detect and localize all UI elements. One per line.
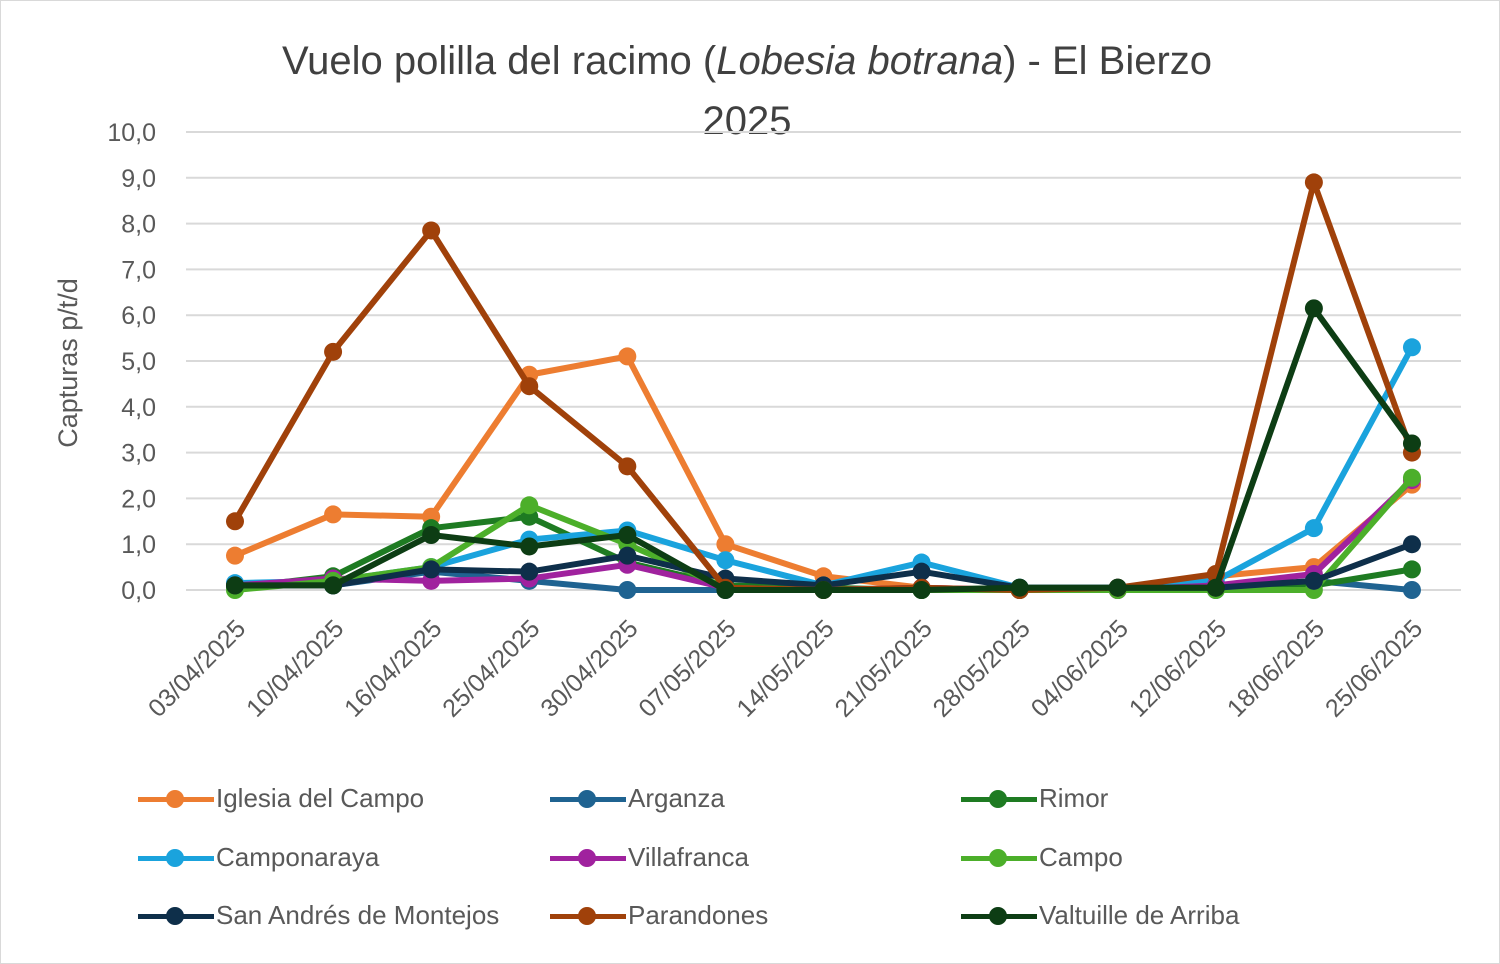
- data-point: [1402, 560, 1421, 579]
- data-point: [1402, 468, 1421, 487]
- data-point: [1010, 578, 1029, 597]
- legend-label: Campo: [1039, 842, 1123, 872]
- data-point: [1304, 299, 1323, 318]
- y-axis-label: Capturas p/t/d: [53, 278, 83, 448]
- x-tick-label: 03/04/2025: [143, 614, 251, 722]
- y-tick-label: 6,0: [121, 302, 156, 330]
- y-tick-label: 0,0: [121, 577, 156, 605]
- x-tick-label: 28/05/2025: [928, 614, 1036, 722]
- y-tick-label: 5,0: [121, 348, 156, 376]
- data-point: [912, 581, 931, 599]
- data-point: [618, 526, 637, 545]
- legend-swatch: [138, 786, 214, 812]
- data-point: [618, 581, 637, 599]
- data-point: [618, 457, 637, 476]
- data-point: [1304, 173, 1323, 192]
- legend-item: Villafranca: [550, 842, 749, 873]
- y-tick-label: 2,0: [121, 485, 156, 513]
- legend-label: Parandones: [628, 900, 769, 930]
- data-point: [618, 546, 637, 565]
- legend-swatch: [550, 845, 626, 871]
- y-tick-label: 8,0: [121, 211, 156, 239]
- series-valtuille-de-arriba: [226, 299, 1421, 599]
- data-point: [1304, 519, 1323, 538]
- legend-label: Iglesia del Campo: [216, 783, 425, 813]
- data-point: [618, 347, 637, 366]
- legend-swatch: [550, 903, 626, 929]
- y-tick-label: 3,0: [121, 440, 156, 468]
- data-point: [814, 581, 833, 599]
- data-point: [1402, 434, 1421, 453]
- y-tick-label: 1,0: [121, 531, 156, 559]
- data-point: [716, 535, 735, 554]
- chart-title-line2: 2025: [703, 99, 792, 143]
- legend-label: San Andrés de Montejos: [216, 900, 500, 930]
- x-tick-label: 10/04/2025: [241, 614, 349, 722]
- x-tick-label: 21/05/2025: [830, 614, 938, 722]
- legend-label: Arganza: [628, 783, 725, 813]
- data-point: [324, 342, 343, 361]
- data-point: [324, 505, 343, 524]
- data-point: [422, 560, 441, 579]
- legend-item: Campo: [961, 842, 1123, 873]
- series-parandones: [226, 173, 1421, 599]
- legend-item: Camponaraya: [138, 842, 379, 873]
- x-tick-label: 14/05/2025: [731, 614, 839, 722]
- data-point: [716, 551, 735, 570]
- chart-title: Vuelo polilla del racimo (Lobesia botran…: [282, 39, 1212, 83]
- data-point: [1108, 578, 1127, 597]
- y-tick-label: 4,0: [121, 394, 156, 422]
- y-tick-label: 10,0: [107, 119, 156, 147]
- legend-swatch: [961, 845, 1037, 871]
- y-tick-label: 7,0: [121, 256, 156, 284]
- legend-item: San Andrés de Montejos: [138, 900, 499, 931]
- legend-item: Iglesia del Campo: [138, 783, 424, 814]
- data-point: [422, 526, 441, 545]
- x-tick-label: 12/06/2025: [1124, 614, 1232, 722]
- data-point: [520, 537, 539, 556]
- data-point: [1402, 338, 1421, 357]
- legend-swatch: [550, 786, 626, 812]
- data-point: [422, 221, 441, 240]
- data-point: [324, 576, 343, 595]
- legend-label: Rimor: [1039, 783, 1109, 813]
- legend-item: Parandones: [550, 900, 768, 931]
- data-point: [226, 576, 244, 595]
- x-tick-label: 07/05/2025: [633, 614, 741, 722]
- legend-swatch: [961, 903, 1037, 929]
- data-point: [520, 562, 539, 581]
- data-point: [226, 546, 244, 565]
- x-tick-label: 18/06/2025: [1222, 614, 1330, 722]
- data-point: [1206, 578, 1225, 597]
- data-point: [520, 496, 539, 515]
- legend-label: Valtuille de Arriba: [1039, 900, 1240, 930]
- data-point: [226, 512, 244, 531]
- data-point: [1402, 581, 1421, 599]
- legend-swatch: [138, 903, 214, 929]
- x-tick-label: 25/06/2025: [1320, 614, 1428, 722]
- series-line: [235, 305, 1415, 593]
- x-tick-label: 25/04/2025: [437, 614, 545, 722]
- x-tick-label: 04/06/2025: [1026, 614, 1134, 722]
- data-point: [716, 581, 735, 599]
- data-point: [912, 562, 931, 581]
- legend-label: Camponaraya: [216, 842, 380, 872]
- data-point: [1402, 535, 1421, 554]
- x-tick-label: 16/04/2025: [339, 614, 447, 722]
- data-point: [1304, 571, 1323, 590]
- x-tick-label: 30/04/2025: [535, 614, 643, 722]
- legend-item: Rimor: [961, 783, 1108, 814]
- series-line: [234, 345, 1415, 591]
- legend-item: Valtuille de Arriba: [961, 900, 1239, 931]
- legend-item: Arganza: [550, 783, 725, 814]
- series-line: [233, 353, 1414, 593]
- legend-swatch: [961, 786, 1037, 812]
- legend-swatch: [138, 845, 214, 871]
- legend-label: Villafranca: [628, 842, 749, 872]
- y-tick-label: 9,0: [121, 165, 156, 193]
- data-point: [520, 377, 539, 396]
